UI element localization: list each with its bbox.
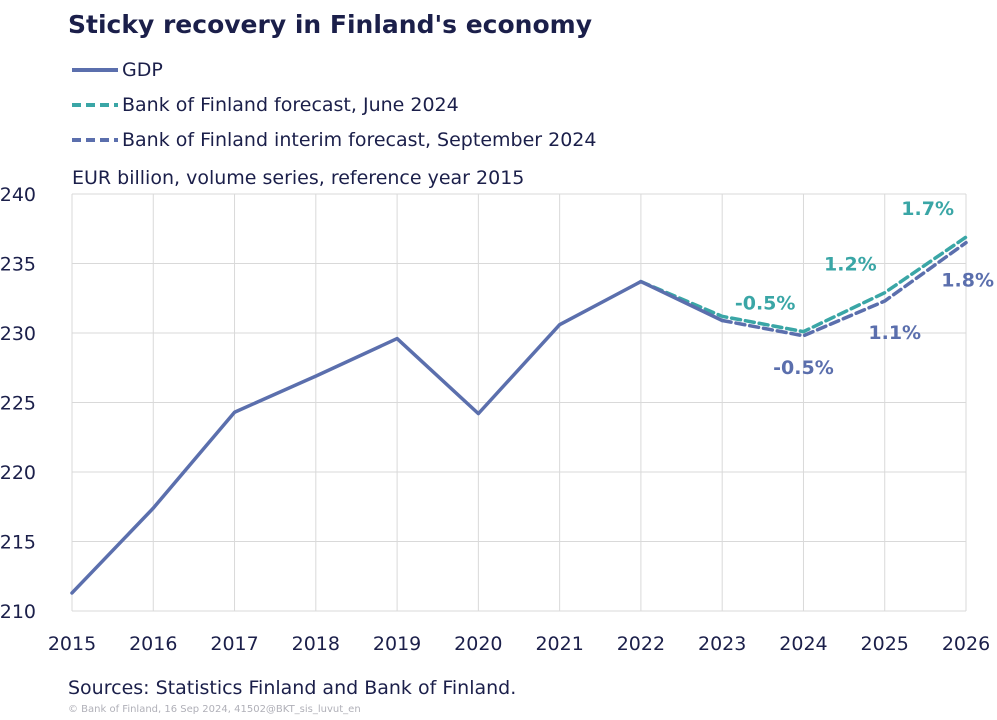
x-tick-label: 2015 <box>48 633 96 655</box>
data-label: -0.5% <box>773 357 834 379</box>
x-tick-label: 2018 <box>292 633 340 655</box>
legend-swatch-sept-forecast <box>72 138 118 142</box>
legend-swatch-june-forecast <box>72 103 118 107</box>
data-label: 1.8% <box>941 270 994 292</box>
x-tick-label: 2023 <box>698 633 746 655</box>
legend-swatch-gdp <box>72 68 118 72</box>
chart-title: Sticky recovery in Finland's economy <box>68 10 592 39</box>
copyright-note: © Bank of Finland, 16 Sep 2024, 41502@BK… <box>68 704 361 715</box>
x-tick-label: 2022 <box>617 633 665 655</box>
x-tick-label: 2019 <box>373 633 421 655</box>
data-label: -0.5% <box>735 293 796 315</box>
sept-forecast-line <box>720 240 968 338</box>
gdp-line <box>70 279 724 595</box>
data-label: 1.2% <box>824 254 877 276</box>
x-tick-label: 2025 <box>861 633 909 655</box>
y-axis-unit-label: EUR billion, volume series, reference ye… <box>72 167 525 189</box>
y-tick-label: 230 <box>0 323 36 345</box>
x-tick-label: 2021 <box>535 633 583 655</box>
legend-label-june-forecast: Bank of Finland forecast, June 2024 <box>122 94 459 116</box>
y-tick-label: 215 <box>0 532 36 554</box>
sources-note: Sources: Statistics Finland and Bank of … <box>68 677 517 699</box>
legend-item-sept-forecast: Bank of Finland interim forecast, Septem… <box>70 125 596 155</box>
x-tick-label: 2016 <box>129 633 177 655</box>
y-tick-label: 235 <box>0 254 36 276</box>
x-tick-label: 2017 <box>210 633 258 655</box>
june-forecast-line <box>639 235 968 334</box>
y-tick-label: 225 <box>0 393 36 415</box>
x-tick-label: 2024 <box>779 633 827 655</box>
y-tick-label: 240 <box>0 184 36 206</box>
legend-label-gdp: GDP <box>122 59 163 81</box>
data-label: 1.7% <box>901 198 954 220</box>
y-tick-label: 210 <box>0 601 36 623</box>
legend-item-gdp: GDP <box>70 55 163 85</box>
legend-item-june-forecast: Bank of Finland forecast, June 2024 <box>70 90 459 120</box>
x-tick-label: 2020 <box>454 633 502 655</box>
x-tick-label: 2026 <box>942 633 990 655</box>
data-label: 1.1% <box>868 322 921 344</box>
y-tick-label: 220 <box>0 462 36 484</box>
legend-label-sept-forecast: Bank of Finland interim forecast, Septem… <box>122 129 597 151</box>
